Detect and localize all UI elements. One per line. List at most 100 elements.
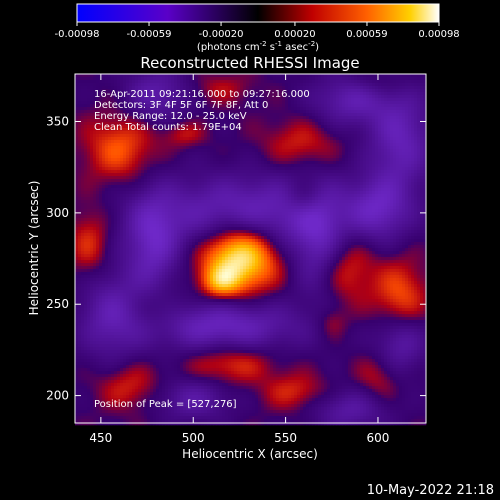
heatmap-cell — [204, 89, 208, 93]
heatmap-cell — [387, 140, 391, 144]
heatmap-cell — [381, 98, 385, 102]
heatmap-cell — [120, 86, 124, 90]
heatmap-cell — [141, 134, 145, 138]
heatmap-cell — [120, 101, 124, 105]
heatmap-cell — [210, 167, 214, 171]
heatmap-cell — [108, 122, 112, 126]
heatmap-cell — [339, 146, 343, 150]
heatmap-cell — [75, 101, 79, 105]
heatmap-cell — [156, 125, 160, 129]
heatmap-cell — [327, 104, 331, 108]
heatmap-cell — [369, 83, 373, 87]
heatmap-cell — [273, 140, 277, 144]
heatmap-cell — [366, 167, 370, 171]
heatmap-cell — [405, 164, 409, 168]
heatmap-cell — [312, 146, 316, 150]
heatmap-cell — [150, 95, 154, 99]
heatmap-cell — [420, 119, 424, 123]
heatmap-cell — [288, 170, 292, 174]
heatmap-cell — [135, 170, 139, 174]
heatmap-cell — [93, 107, 97, 111]
heatmap-cell — [132, 185, 136, 189]
heatmap-cell — [249, 164, 253, 168]
heatmap-cell — [258, 137, 262, 141]
heatmap-cell — [93, 122, 97, 126]
heatmap-cell — [264, 152, 268, 156]
heatmap-cell — [297, 80, 301, 84]
heatmap-cell — [150, 113, 154, 117]
heatmap-cell — [258, 158, 262, 162]
heatmap-cell — [372, 188, 376, 192]
heatmap-cell — [327, 176, 331, 180]
heatmap-cell — [132, 116, 136, 120]
heatmap-cell — [342, 104, 346, 108]
heatmap-cell — [354, 179, 358, 183]
heatmap-cell — [291, 194, 295, 198]
heatmap-cell — [225, 173, 229, 177]
heatmap-cell — [240, 80, 244, 84]
heatmap-cell — [204, 128, 208, 132]
heatmap-cell — [336, 80, 340, 84]
heatmap-cell — [75, 119, 79, 123]
heatmap-cell — [225, 131, 229, 135]
heatmap-cell — [378, 92, 382, 96]
heatmap-cell — [225, 176, 229, 180]
heatmap-cell — [342, 101, 346, 105]
heatmap-cell — [144, 110, 148, 114]
heatmap-cell — [219, 155, 223, 159]
heatmap-cell — [198, 191, 202, 195]
heatmap-cell — [147, 101, 151, 105]
heatmap-cell — [162, 83, 166, 87]
heatmap-cell — [120, 104, 124, 108]
heatmap-cell — [132, 77, 136, 81]
heatmap-cell — [117, 155, 121, 159]
heatmap-cell — [333, 107, 337, 111]
heatmap-cell — [282, 77, 286, 81]
heatmap-cell — [174, 92, 178, 96]
heatmap-cell — [231, 170, 235, 174]
heatmap-cell — [174, 128, 178, 132]
heatmap-cell — [291, 113, 295, 117]
heatmap-cell — [144, 92, 148, 96]
heatmap-cell — [297, 83, 301, 87]
heatmap-cell — [252, 80, 256, 84]
heatmap-cell — [123, 86, 127, 90]
heatmap-cell — [285, 122, 289, 126]
heatmap-cell — [150, 74, 154, 78]
heatmap-cell — [282, 116, 286, 120]
heatmap-cell — [405, 98, 409, 102]
heatmap-cell — [189, 137, 193, 141]
heatmap-cell — [144, 125, 148, 129]
heatmap-cell — [93, 194, 97, 198]
heatmap-cell — [291, 80, 295, 84]
heatmap-cell — [423, 95, 427, 99]
heatmap-cell — [219, 104, 223, 108]
heatmap-cell — [234, 146, 238, 150]
heatmap-cell — [273, 83, 277, 87]
heatmap-cell — [105, 155, 109, 159]
heatmap-cell — [381, 182, 385, 186]
heatmap-cell — [153, 134, 157, 138]
heatmap-cell — [210, 110, 214, 114]
heatmap-cell — [246, 134, 250, 138]
heatmap-cell — [210, 197, 214, 201]
heatmap-cell — [117, 146, 121, 150]
heatmap-cell — [351, 155, 355, 159]
heatmap-cell — [267, 197, 271, 201]
heatmap-cell — [231, 128, 235, 132]
heatmap-cell — [369, 98, 373, 102]
heatmap-cell — [285, 119, 289, 123]
heatmap-cell — [324, 98, 328, 102]
heatmap-cell — [171, 182, 175, 186]
heatmap-cell — [87, 98, 91, 102]
heatmap-cell — [159, 143, 163, 147]
heatmap-cell — [87, 197, 91, 201]
heatmap-cell — [264, 77, 268, 81]
heatmap-cell — [243, 80, 247, 84]
heatmap-cell — [120, 149, 124, 153]
heatmap-cell — [357, 92, 361, 96]
heatmap-cell — [417, 137, 421, 141]
heatmap-cell — [390, 191, 394, 195]
heatmap-cell — [312, 161, 316, 165]
heatmap-cell — [102, 173, 106, 177]
